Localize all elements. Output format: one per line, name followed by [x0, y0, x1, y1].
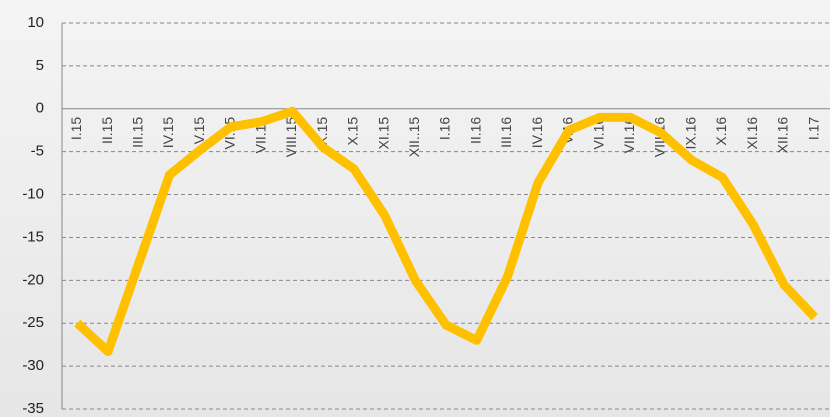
x-tick-label: IV.16 [529, 117, 545, 149]
x-tick-label: X.15 [345, 117, 361, 146]
x-tick-label: V.15 [191, 117, 207, 145]
y-tick-label: -30 [22, 357, 44, 374]
x-tick-label: I.16 [437, 117, 453, 141]
x-tick-label: IV.15 [160, 117, 176, 149]
x-tick-label: II.15 [99, 117, 115, 144]
y-tick-label: 0 [36, 100, 44, 117]
x-tick-label: VI.16 [590, 117, 606, 150]
y-tick-label: -20 [22, 271, 44, 288]
y-tick-label: -35 [22, 400, 44, 417]
x-tick-label: XII.16 [775, 117, 791, 154]
x-tick-label: III.16 [498, 117, 514, 148]
x-tick-label: II.16 [467, 117, 483, 144]
x-tick-label: I.15 [68, 117, 84, 141]
x-tick-label: XII..15 [406, 117, 422, 158]
x-tick-label: I.17 [805, 117, 821, 141]
y-tick-label: 10 [27, 14, 44, 31]
x-tick-label: IX.16 [682, 117, 698, 150]
x-tick-label: VIII.15 [283, 117, 299, 158]
x-tick-label: XI.16 [744, 117, 760, 150]
x-tick-label: XI.15 [375, 117, 391, 150]
y-tick-label: -25 [22, 314, 44, 331]
x-tick-label: X.16 [713, 117, 729, 146]
x-tick-label: III.15 [130, 117, 146, 148]
y-tick-label: -5 [31, 143, 44, 160]
y-tick-label: -15 [22, 228, 44, 245]
line [74, 106, 818, 357]
x-tick-label: VII.16 [621, 117, 637, 154]
y-tick-label: -10 [22, 186, 44, 203]
y-tick-label: 5 [36, 57, 44, 74]
